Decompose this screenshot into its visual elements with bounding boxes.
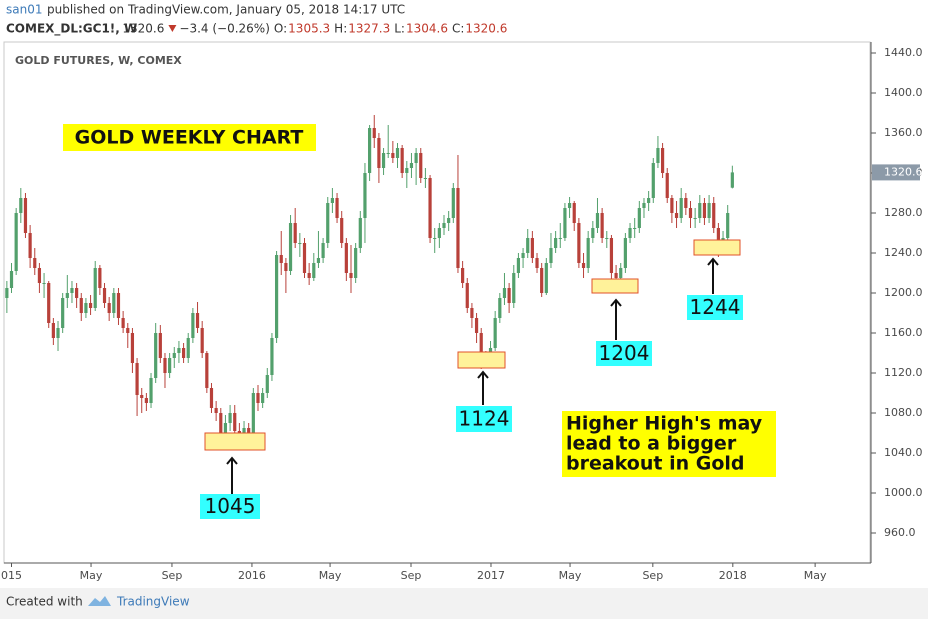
y-tick-label: 1080.0 [884, 406, 923, 419]
ohlc-label: O: [274, 22, 287, 36]
ohlc-label: H: [334, 22, 347, 36]
y-tick-label: 1400.0 [884, 86, 923, 99]
note-line: lead to a bigger [566, 433, 737, 455]
note-box [562, 411, 776, 477]
ohlc-value: 1320.6 [465, 22, 507, 36]
price-note: 1045 [205, 494, 256, 518]
arrow-head [707, 257, 719, 266]
ohlc-label: L: [394, 22, 405, 36]
y-tick-label: 1000.0 [884, 486, 923, 499]
y-tick-label: 1440.0 [884, 46, 923, 59]
x-tick-label: Sep [642, 569, 663, 582]
note-line: breakout in Gold [566, 453, 745, 475]
last-close: 1320.6 [122, 22, 164, 36]
ohlc-label: C: [452, 22, 464, 36]
published: published on TradingView.com, January 05… [47, 3, 405, 17]
ohlc-value: 1304.6 [406, 22, 448, 36]
last-price-label: 1320.6 [884, 165, 923, 178]
low-marker [457, 351, 506, 369]
price-box [687, 295, 743, 320]
y-tick-label: 1040.0 [884, 446, 923, 459]
x-tick-label: 2018 [719, 569, 747, 582]
x-tick-label: 2017 [477, 569, 505, 582]
y-tick-label: 1360.0 [884, 126, 923, 139]
price-box [456, 406, 512, 432]
y-tick-label: 1240.0 [884, 246, 923, 259]
low-marker [693, 239, 741, 256]
x-tick-label: 015 [1, 569, 22, 582]
footer-created: Created with [6, 595, 83, 609]
footer-bar [0, 588, 928, 619]
note-box [63, 124, 316, 151]
ohlc-value: 1305.3 [288, 22, 330, 36]
arrow-head [226, 456, 238, 465]
x-tick-label: May [804, 569, 827, 582]
x-tick-label: May [319, 569, 342, 582]
y-tick-label: 1280.0 [884, 206, 923, 219]
price-note: 1204 [599, 341, 650, 365]
price-box [596, 341, 652, 366]
x-tick-label: Sep [162, 569, 183, 582]
symbol: COMEX_DL:GC1!, W [6, 22, 137, 37]
y-tick-label: 1160.0 [884, 326, 923, 339]
down-arrow [168, 25, 177, 32]
low-marker [204, 432, 266, 451]
price-note: 1124 [459, 407, 510, 431]
chart-title: GOLD FUTURES, W, COMEX [15, 54, 182, 67]
price-note: 1244 [690, 295, 741, 319]
brand-logo [88, 596, 111, 606]
note-line: Higher High's may [566, 413, 763, 435]
x-tick-label: Sep [401, 569, 422, 582]
arrow-head [477, 370, 489, 379]
footer-brand[interactable]: TradingView [116, 595, 190, 609]
note-title: GOLD WEEKLY CHART [75, 127, 304, 149]
y-tick-label: 960.0 [884, 526, 916, 539]
last-price-box [872, 164, 920, 181]
y-tick-label: 1120.0 [884, 366, 923, 379]
author[interactable]: san01 [6, 3, 42, 17]
ohlc-value: 1327.3 [348, 22, 390, 36]
y-tick-label: 1200.0 [884, 286, 923, 299]
x-tick-label: May [80, 569, 103, 582]
low-marker [591, 278, 639, 294]
arrow-head [610, 298, 622, 307]
change: −3.4 (−0.26%) [179, 22, 270, 36]
x-tick-label: 2016 [238, 569, 266, 582]
x-tick-label: May [559, 569, 582, 582]
price-box [200, 494, 260, 519]
